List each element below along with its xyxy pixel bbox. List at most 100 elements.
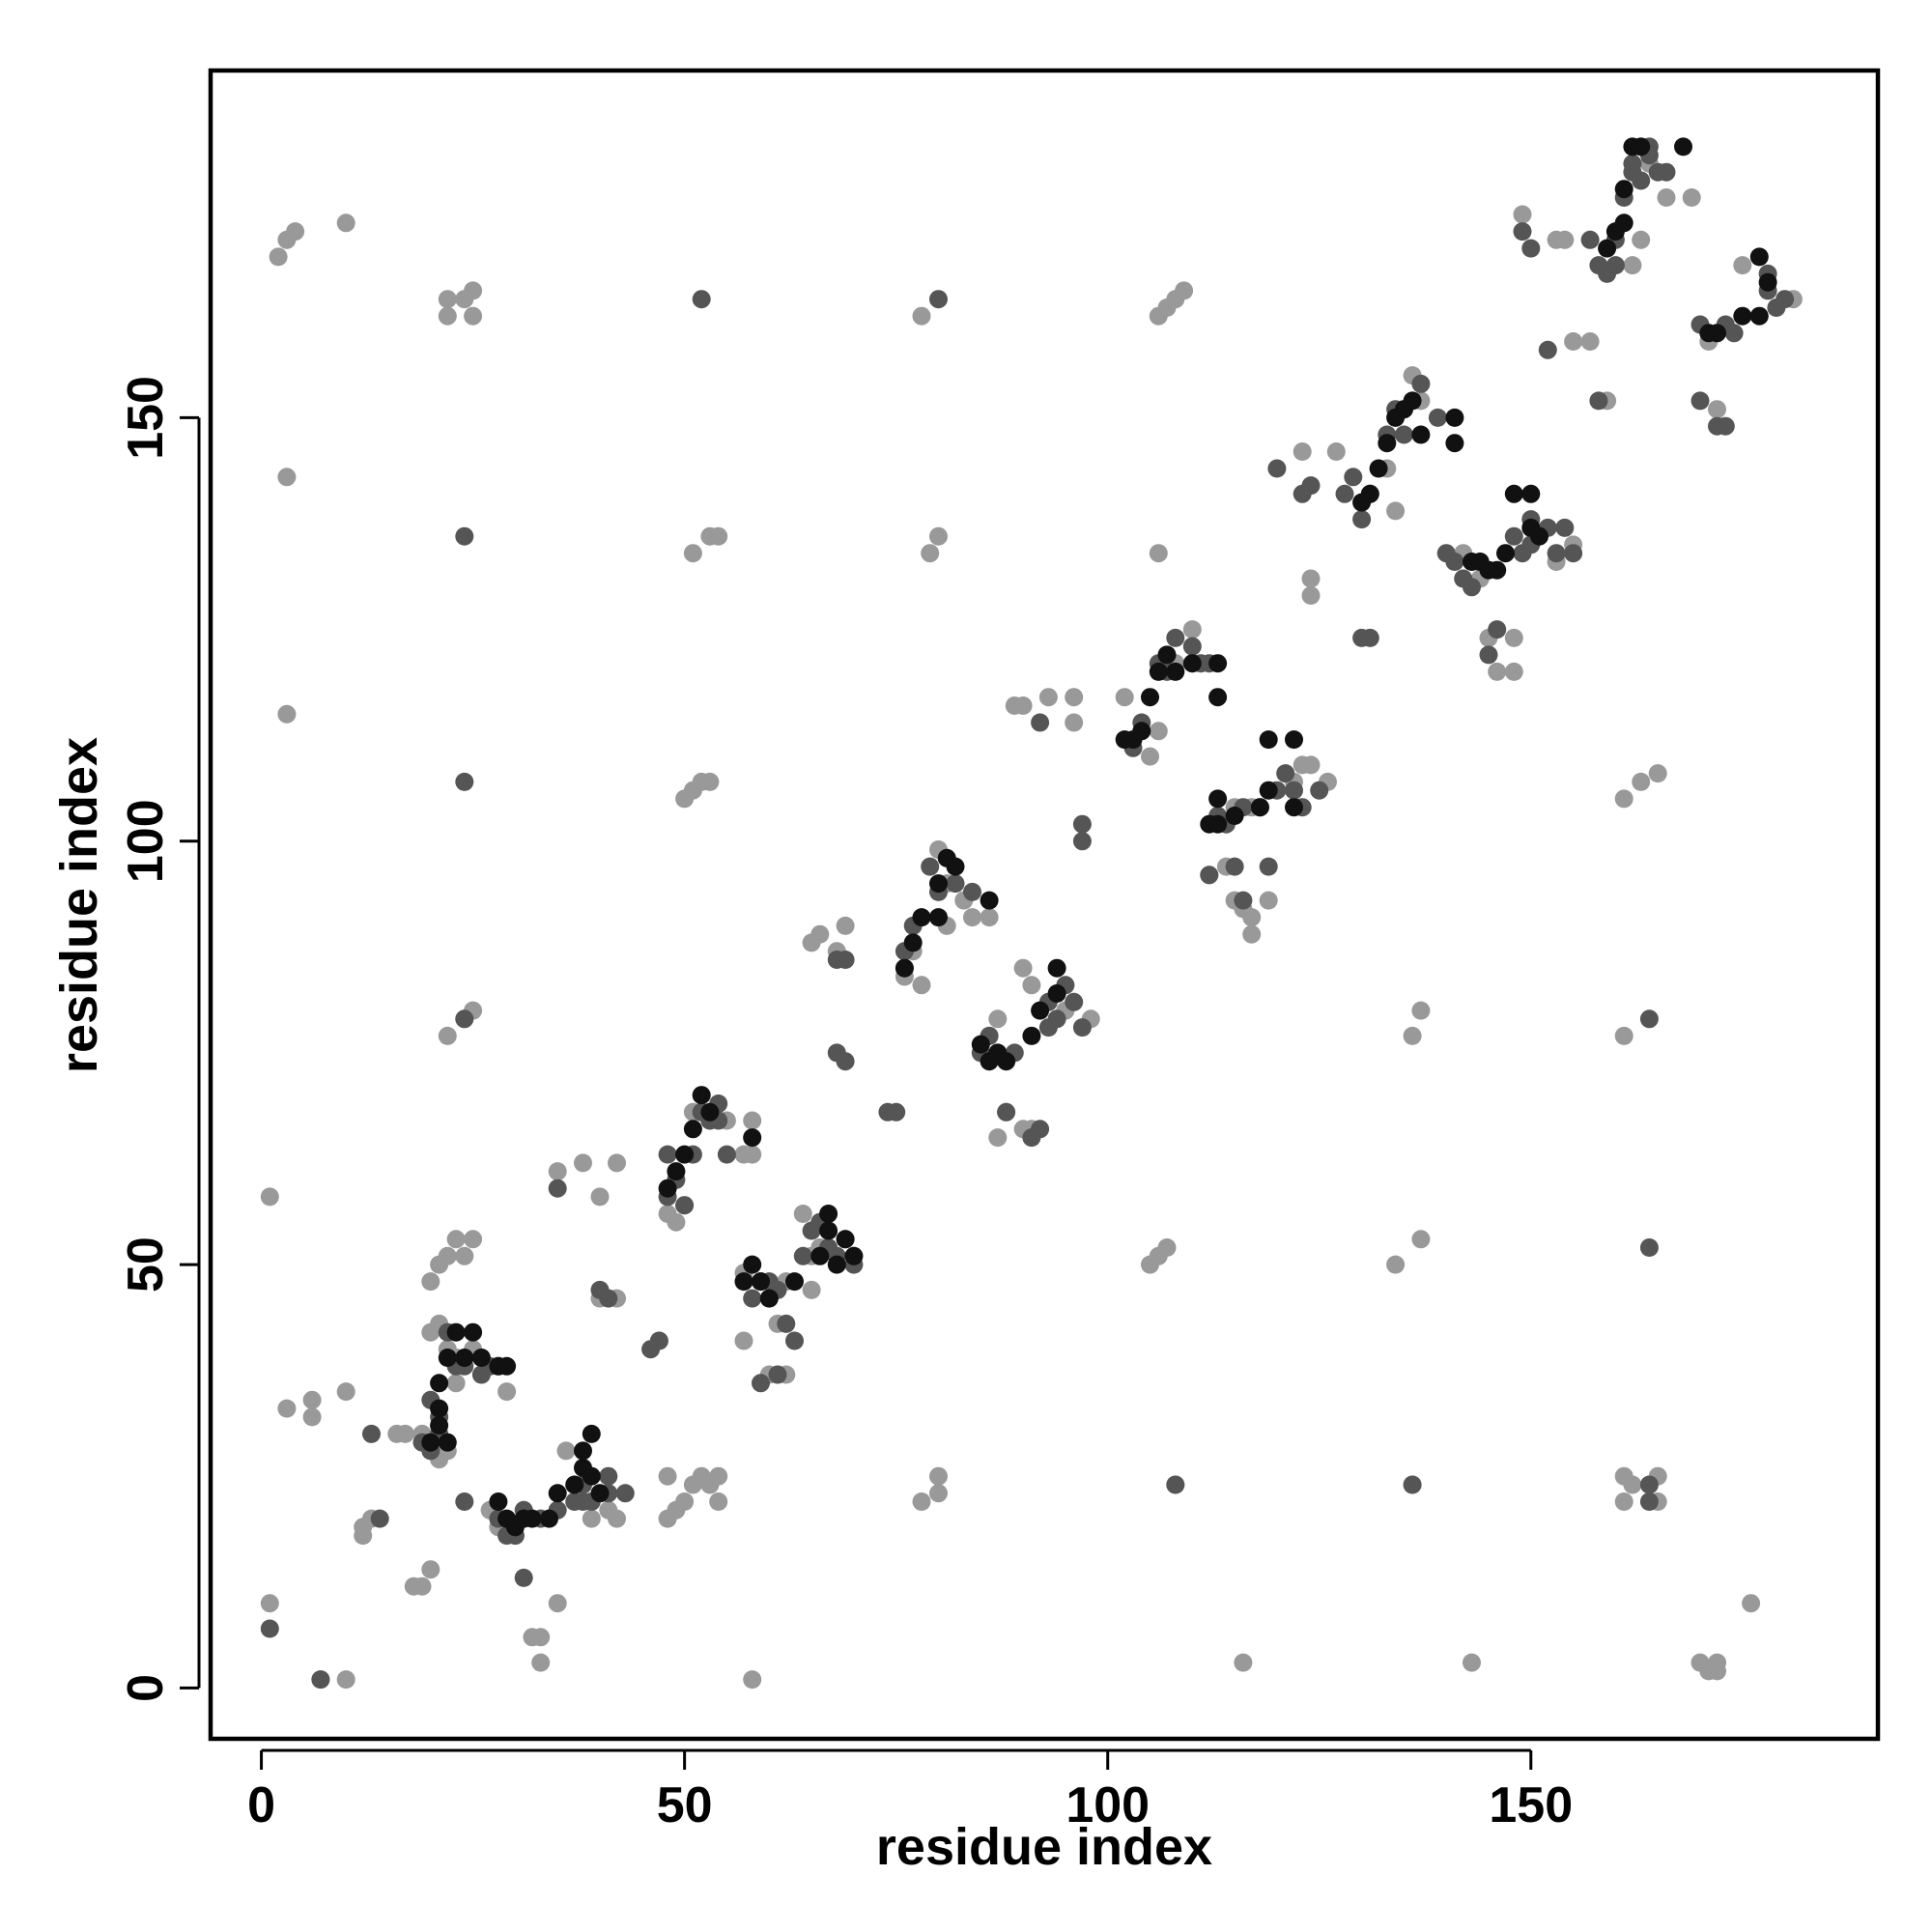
data-point xyxy=(1758,272,1777,292)
data-point xyxy=(1564,332,1583,351)
data-point xyxy=(1513,205,1532,224)
data-point xyxy=(286,222,305,242)
data-point xyxy=(1386,501,1406,521)
y-tick-label: 100 xyxy=(118,799,174,883)
data-point xyxy=(277,704,297,724)
data-point xyxy=(421,1272,440,1292)
data-point xyxy=(354,1526,373,1546)
data-point xyxy=(980,891,999,910)
data-point xyxy=(260,1619,279,1638)
data-point xyxy=(336,1670,355,1690)
data-point xyxy=(311,1670,330,1690)
data-point xyxy=(1632,171,1651,190)
data-point xyxy=(675,1492,695,1511)
data-point xyxy=(1200,866,1219,885)
data-point xyxy=(810,1246,830,1265)
data-point xyxy=(785,1331,804,1350)
data-point xyxy=(1504,628,1523,647)
data-point xyxy=(1632,230,1651,249)
data-point xyxy=(1555,230,1575,249)
y-tick-label: 150 xyxy=(118,376,174,460)
data-point xyxy=(1530,526,1548,546)
data-point xyxy=(1463,578,1481,597)
data-point xyxy=(1614,1492,1634,1511)
data-point xyxy=(1285,798,1303,817)
data-point xyxy=(667,1162,686,1181)
data-point xyxy=(819,1221,838,1240)
data-point xyxy=(1614,180,1634,199)
data-point xyxy=(446,1374,466,1393)
data-point xyxy=(396,1424,414,1443)
data-point xyxy=(988,1128,1008,1148)
data-point xyxy=(574,1153,592,1173)
data-point xyxy=(1411,1230,1431,1249)
data-point xyxy=(1157,645,1177,665)
plot-frame xyxy=(208,68,1881,1742)
data-point xyxy=(1038,688,1058,707)
data-point xyxy=(531,1653,551,1672)
data-point xyxy=(743,1670,762,1690)
data-point xyxy=(1488,662,1507,681)
data-point xyxy=(1403,1026,1422,1045)
data-point xyxy=(1708,1662,1726,1681)
data-point xyxy=(734,1272,753,1292)
data-point xyxy=(1674,137,1692,156)
data-point xyxy=(523,1509,542,1528)
data-point xyxy=(446,1322,466,1342)
data-point xyxy=(1301,586,1321,605)
data-point xyxy=(1242,908,1262,927)
x-axis: 0 50 100 150 xyxy=(247,1748,1573,1833)
data-point xyxy=(1065,713,1084,732)
data-point xyxy=(1708,324,1726,343)
data-point xyxy=(548,1594,567,1613)
data-point xyxy=(1259,857,1278,876)
data-point xyxy=(1267,459,1287,478)
data-point xyxy=(785,1272,804,1292)
data-point xyxy=(929,526,948,546)
data-point xyxy=(548,1179,567,1198)
data-point xyxy=(836,951,855,969)
data-point xyxy=(1301,476,1321,496)
data-point xyxy=(692,290,711,309)
data-point xyxy=(1614,789,1634,809)
data-point xyxy=(1259,891,1278,910)
data-point xyxy=(1065,992,1084,1011)
data-point xyxy=(531,1628,551,1647)
data-point xyxy=(277,468,297,487)
data-point xyxy=(464,281,483,300)
data-point xyxy=(464,1322,483,1342)
data-point xyxy=(1234,891,1253,910)
data-point xyxy=(1208,789,1228,809)
data-point xyxy=(608,1153,626,1173)
data-point xyxy=(1157,1238,1177,1257)
data-point xyxy=(438,1026,457,1045)
data-point xyxy=(1072,832,1092,851)
data-point xyxy=(912,908,931,927)
data-point xyxy=(1301,569,1321,588)
data-point xyxy=(438,1349,457,1367)
data-point xyxy=(1411,425,1431,444)
data-point xyxy=(489,1492,508,1511)
data-point xyxy=(971,1035,990,1054)
data-point xyxy=(1445,434,1464,453)
data-point xyxy=(582,1424,601,1443)
data-point xyxy=(1369,459,1388,478)
data-point xyxy=(1488,560,1507,580)
data-point xyxy=(455,526,474,546)
data-point xyxy=(1411,374,1431,393)
data-point xyxy=(446,1230,466,1249)
data-point xyxy=(1445,553,1464,571)
y-axis: 0 50 100 150 xyxy=(118,376,201,1702)
data-point xyxy=(336,213,355,233)
data-point xyxy=(1293,442,1312,461)
data-point xyxy=(1394,425,1413,444)
data-point xyxy=(1632,137,1651,156)
data-point xyxy=(1166,662,1185,681)
data-point xyxy=(1310,781,1329,800)
data-point xyxy=(1623,256,1642,275)
data-point xyxy=(658,1179,677,1198)
data-point xyxy=(700,1102,720,1122)
data-point xyxy=(1285,730,1303,750)
data-point xyxy=(514,1568,533,1587)
data-point xyxy=(1360,628,1379,647)
